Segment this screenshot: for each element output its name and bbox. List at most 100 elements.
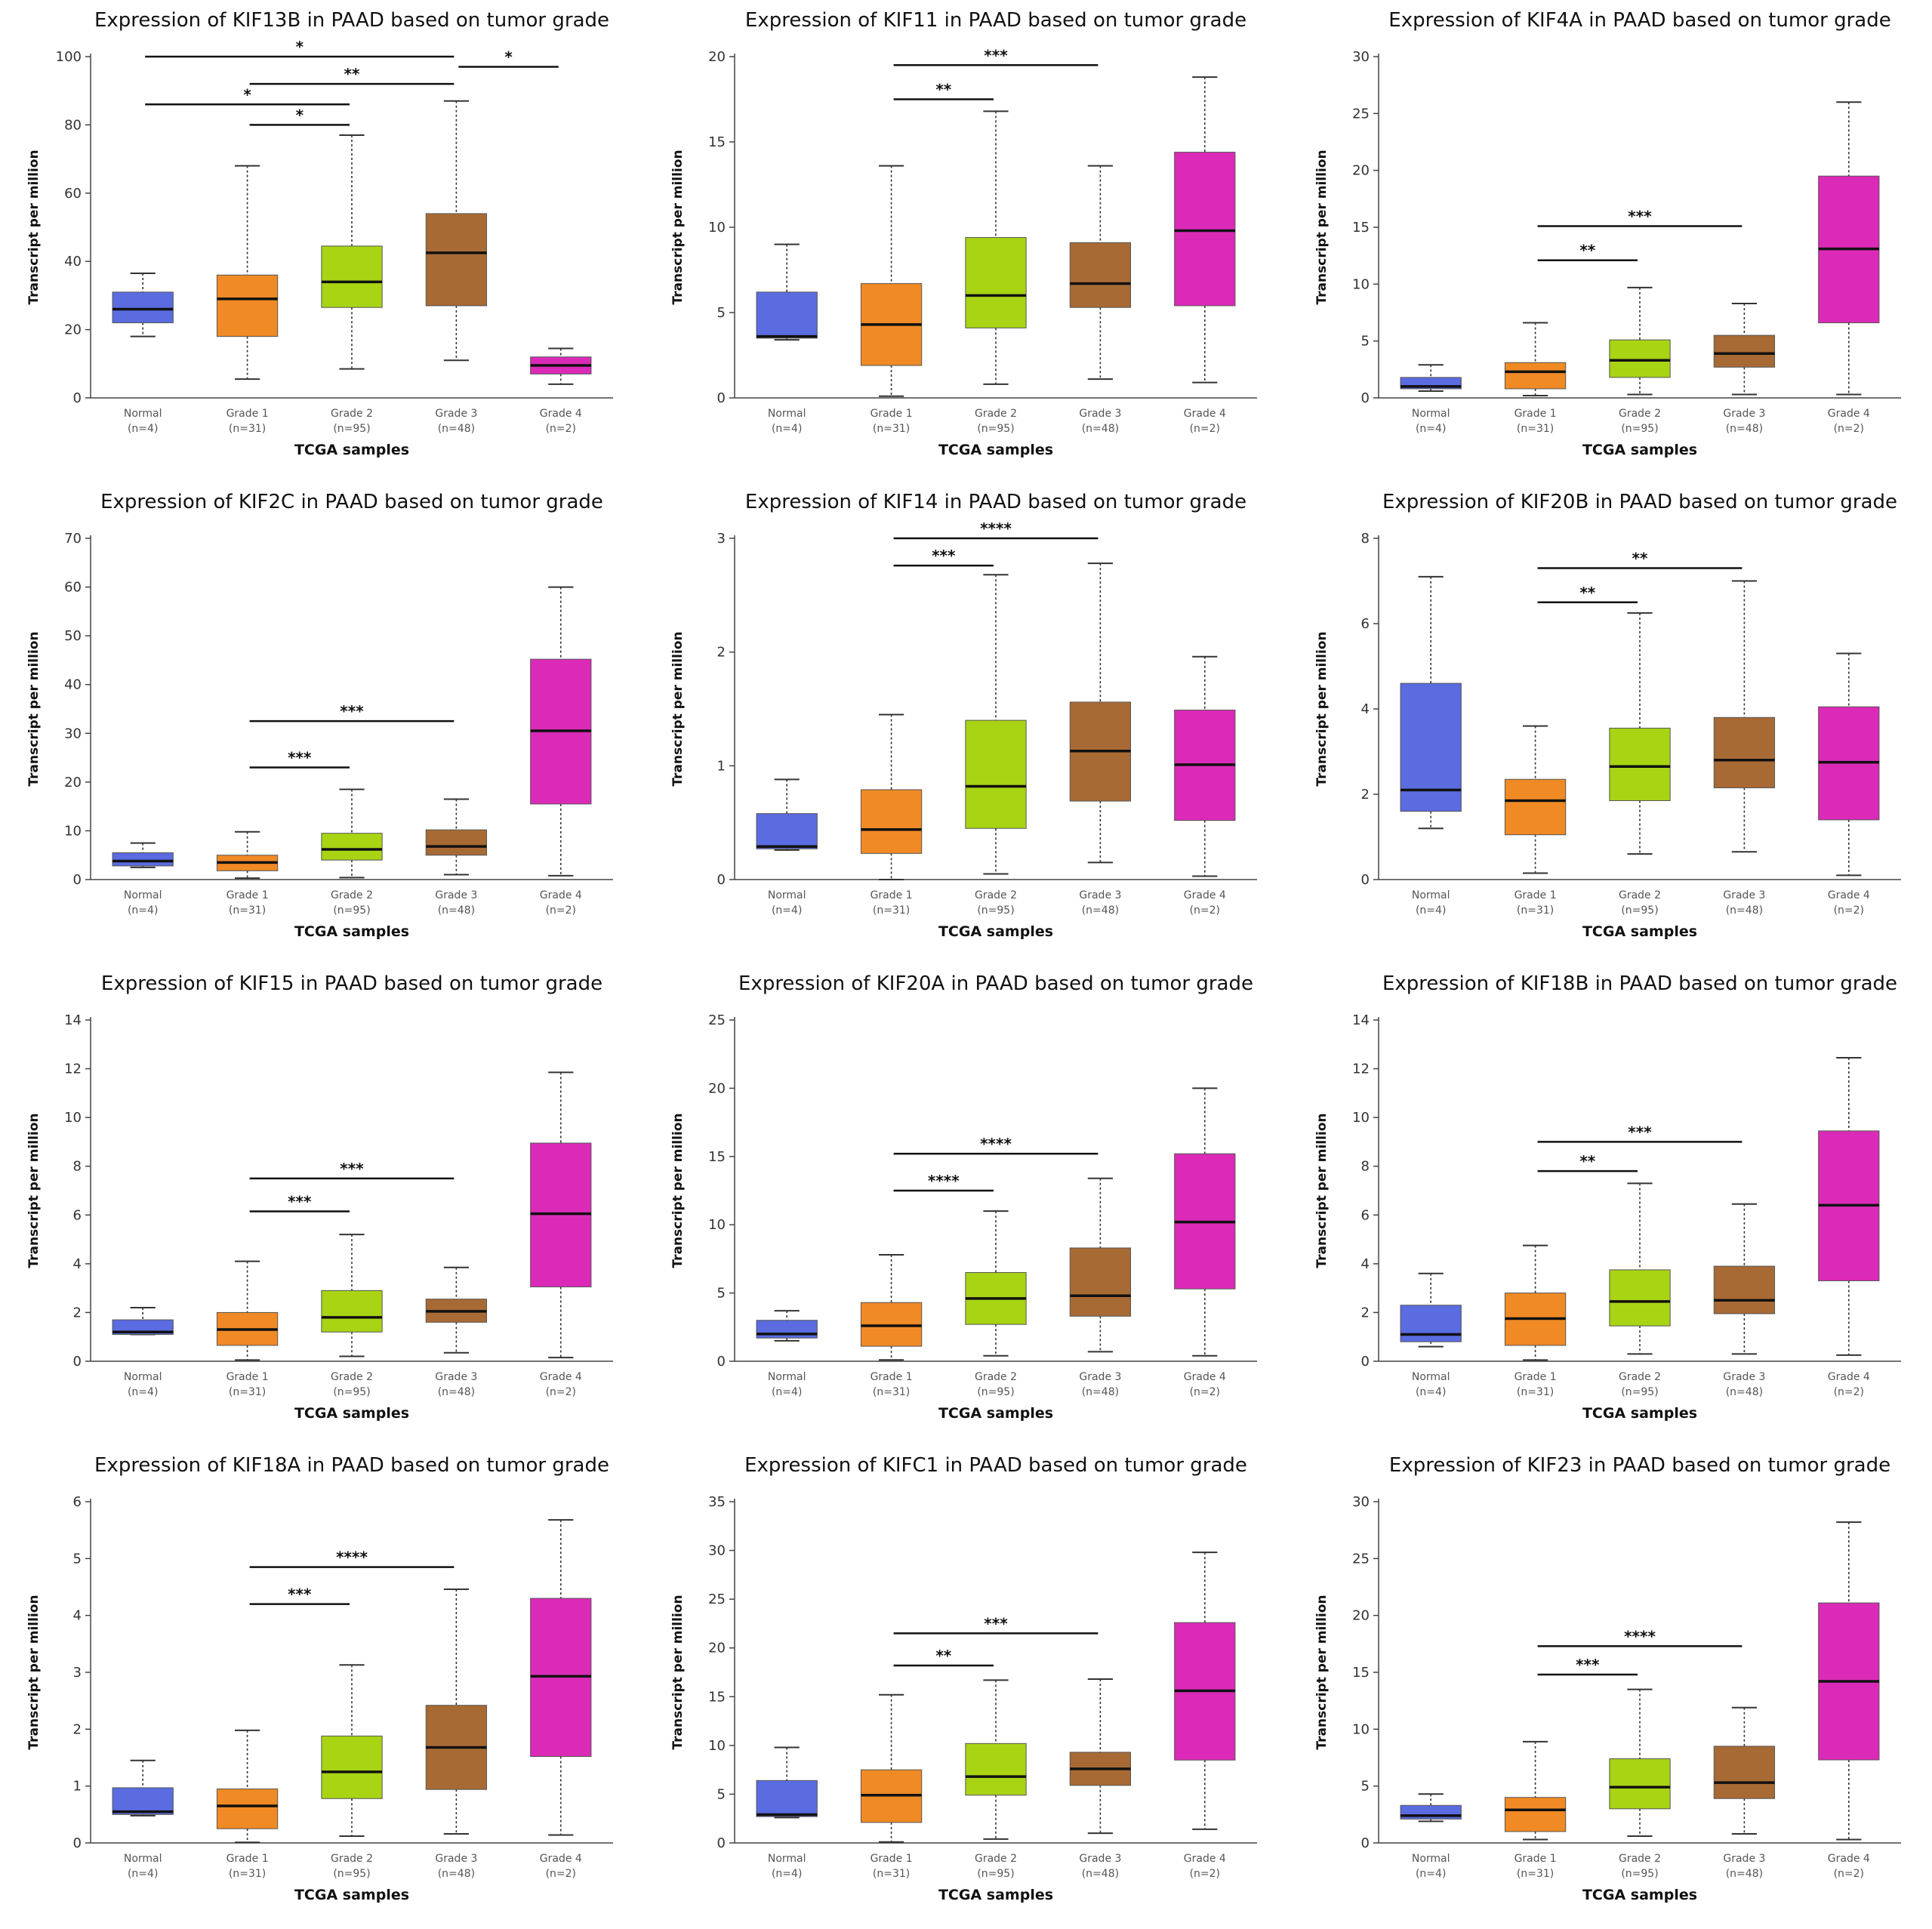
y-tick-label: 12 bbox=[1352, 1062, 1370, 1077]
sample-count: (n=31) bbox=[229, 1386, 266, 1398]
sample-count: (n=31) bbox=[1517, 423, 1554, 435]
category-label: Grade 1 bbox=[1514, 408, 1557, 420]
significance-label: *** bbox=[288, 1192, 312, 1210]
y-tick-label: 10 bbox=[64, 823, 82, 839]
category-label: Normal bbox=[124, 1853, 162, 1865]
category-label: Normal bbox=[768, 1371, 806, 1383]
box bbox=[1713, 1746, 1776, 1799]
y-tick-label: 2 bbox=[73, 1721, 82, 1737]
box-plot: Expression of KIF20B in PAAD based on tu… bbox=[1314, 491, 1901, 940]
y-tick-label: 40 bbox=[64, 677, 82, 693]
chart-title: Expression of KIF18A in PAAD based on tu… bbox=[94, 1454, 609, 1477]
category-label: Grade 2 bbox=[1619, 1853, 1661, 1865]
y-tick-label: 5 bbox=[717, 1786, 726, 1802]
box-plot: Expression of KIF20A in PAAD based on tu… bbox=[670, 972, 1257, 1422]
category-label: Grade 4 bbox=[540, 889, 582, 901]
y-tick-label: 14 bbox=[1352, 1012, 1370, 1028]
chart-title: Expression of KIF20A in PAAD based on tu… bbox=[738, 972, 1253, 995]
sample-count: (n=48) bbox=[438, 904, 475, 917]
sample-count: (n=95) bbox=[1621, 423, 1658, 435]
sample-count: (n=48) bbox=[1726, 1868, 1763, 1880]
significance-label: *** bbox=[1628, 1123, 1652, 1141]
y-tick-label: 10 bbox=[64, 1110, 82, 1126]
chart-title: Expression of KIF20B in PAAD based on tu… bbox=[1382, 491, 1897, 513]
y-tick-label: 15 bbox=[708, 1149, 726, 1165]
category-label: Grade 4 bbox=[1828, 889, 1870, 901]
significance-label: *** bbox=[340, 702, 364, 720]
y-tick-label: 20 bbox=[64, 775, 82, 790]
y-tick-label: 5 bbox=[73, 1551, 82, 1567]
chart-panel: Expression of KIF23 in PAAD based on tum… bbox=[1288, 1445, 1932, 1927]
sample-count: (n=48) bbox=[1726, 423, 1763, 435]
sample-count: (n=2) bbox=[1190, 904, 1220, 917]
category-label: Grade 4 bbox=[1184, 408, 1226, 420]
sample-count: (n=2) bbox=[546, 423, 576, 435]
y-tick-label: 0 bbox=[717, 1835, 726, 1851]
box bbox=[860, 1302, 923, 1347]
y-axis-label: Transcript per million bbox=[26, 631, 42, 786]
y-tick-label: 0 bbox=[717, 872, 726, 888]
sample-count: (n=95) bbox=[1621, 1868, 1658, 1880]
y-tick-label: 25 bbox=[708, 1592, 726, 1607]
y-tick-label: 4 bbox=[73, 1256, 82, 1272]
category-label: Grade 1 bbox=[1514, 1371, 1557, 1383]
y-tick-label: 2 bbox=[1361, 1305, 1370, 1320]
y-tick-label: 2 bbox=[73, 1305, 82, 1320]
significance-label: **** bbox=[980, 519, 1012, 538]
box bbox=[965, 1743, 1027, 1796]
category-label: Grade 3 bbox=[1723, 1371, 1765, 1383]
box-plot: Expression of KIF14 in PAAD based on tum… bbox=[670, 491, 1257, 940]
box-plot: Expression of KIF15 in PAAD based on tum… bbox=[26, 972, 613, 1422]
category-label: Grade 1 bbox=[1514, 889, 1557, 901]
y-tick-label: 0 bbox=[717, 1354, 726, 1370]
y-tick-label: 0 bbox=[73, 390, 82, 406]
box bbox=[1713, 1265, 1776, 1314]
box bbox=[1069, 242, 1132, 308]
category-label: Normal bbox=[768, 408, 806, 420]
sample-count: (n=2) bbox=[546, 1868, 576, 1880]
category-label: Grade 3 bbox=[1723, 408, 1765, 420]
y-tick-label: 20 bbox=[64, 322, 82, 338]
sample-count: (n=2) bbox=[1190, 423, 1220, 435]
x-axis-label: TCGA samples bbox=[1582, 1887, 1697, 1903]
sample-count: (n=31) bbox=[229, 423, 266, 435]
box bbox=[321, 833, 383, 861]
sample-count: (n=31) bbox=[1517, 1386, 1554, 1398]
y-tick-label: 1 bbox=[73, 1779, 82, 1795]
category-label: Normal bbox=[1412, 408, 1450, 420]
box-plot: Expression of KIF13B in PAAD based on tu… bbox=[26, 9, 613, 458]
significance-label: ** bbox=[1632, 550, 1648, 568]
chart-title: Expression of KIF23 in PAAD based on tum… bbox=[1389, 1454, 1890, 1477]
category-label: Grade 2 bbox=[331, 889, 373, 901]
category-label: Grade 3 bbox=[435, 1853, 477, 1865]
sample-count: (n=4) bbox=[772, 1868, 802, 1880]
y-tick-label: 20 bbox=[708, 1641, 726, 1656]
y-tick-label: 0 bbox=[1361, 872, 1370, 888]
significance-label: ** bbox=[344, 65, 360, 83]
box-plot: Expression of KIF18A in PAAD based on tu… bbox=[26, 1454, 613, 1903]
y-tick-label: 5 bbox=[1361, 1779, 1370, 1795]
y-tick-label: 20 bbox=[1352, 1608, 1370, 1624]
y-tick-label: 4 bbox=[73, 1608, 82, 1624]
box-plot: Expression of KIF4A in PAAD based on tum… bbox=[1314, 9, 1901, 458]
y-axis-label: Transcript per million bbox=[670, 1595, 686, 1749]
y-tick-label: 15 bbox=[708, 1689, 726, 1705]
sample-count: (n=48) bbox=[438, 423, 475, 435]
y-tick-label: 80 bbox=[64, 117, 82, 133]
sample-count: (n=95) bbox=[333, 1868, 370, 1880]
box-plot: Expression of KIF23 in PAAD based on tum… bbox=[1314, 1454, 1901, 1903]
sample-count: (n=2) bbox=[1834, 904, 1864, 917]
y-tick-label: 10 bbox=[1352, 1721, 1370, 1737]
category-label: Grade 2 bbox=[331, 1371, 373, 1383]
sample-count: (n=95) bbox=[977, 1386, 1014, 1398]
chart-title: Expression of KIF11 in PAAD based on tum… bbox=[745, 9, 1246, 32]
category-label: Grade 3 bbox=[1079, 1371, 1121, 1383]
sample-count: (n=95) bbox=[977, 1868, 1014, 1880]
category-label: Grade 2 bbox=[975, 408, 1017, 420]
category-label: Normal bbox=[768, 889, 806, 901]
category-label: Grade 4 bbox=[1184, 1853, 1226, 1865]
sample-count: (n=2) bbox=[1834, 1386, 1864, 1398]
box bbox=[965, 720, 1027, 829]
chart-panel: Expression of KIF18B in PAAD based on tu… bbox=[1288, 963, 1932, 1445]
y-tick-label: 20 bbox=[708, 49, 726, 65]
